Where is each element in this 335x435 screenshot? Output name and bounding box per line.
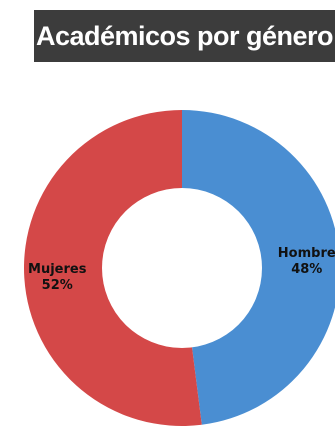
slice-value-mujeres: 52%: [42, 278, 73, 293]
chart-title: Académicos por género: [35, 20, 334, 51]
chart-area: Hombre 48% Mujeres 52%: [0, 85, 335, 435]
slice-label-hombre: Hombre: [278, 246, 335, 261]
donut-hole: [102, 188, 262, 348]
slice-value-hombre: 48%: [291, 262, 322, 277]
slice-label-mujeres: Mujeres: [28, 262, 87, 277]
chart-title-bar: Académicos por género: [34, 10, 335, 62]
